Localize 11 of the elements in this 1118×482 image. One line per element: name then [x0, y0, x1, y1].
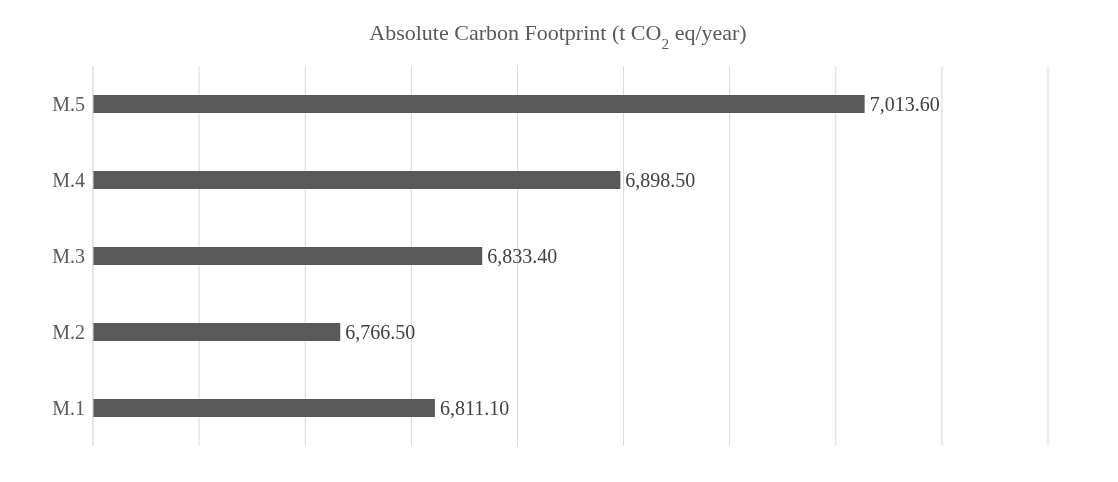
data-label: 6,811.10 [439, 396, 510, 419]
y-tick-label: M.5 [52, 93, 85, 116]
data-label: 6,898.50 [625, 168, 696, 191]
data-label: 6,766.50 [345, 320, 416, 343]
y-tick-label: M.2 [52, 321, 85, 344]
y-tick-label: M.4 [52, 169, 85, 192]
chart-title: Absolute Carbon Footprint (t CO$_{2}$ eq/year) [369, 20, 747, 52]
data-label: 6,833.40 [487, 244, 558, 267]
y-tick-label: M.1 [52, 397, 85, 420]
y-tick-label: M.3 [52, 245, 85, 268]
data-label: 7,013.60 [869, 92, 940, 115]
